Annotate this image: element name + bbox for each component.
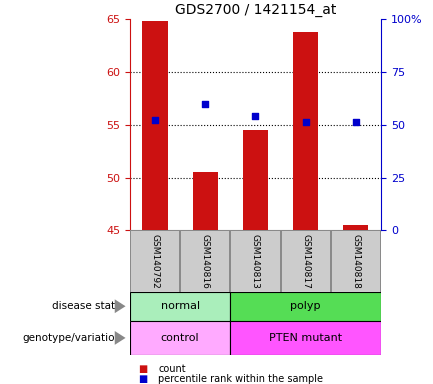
Text: GSM140817: GSM140817	[301, 234, 310, 288]
Point	[252, 113, 259, 119]
Bar	[230, 292, 381, 321]
Text: genotype/variation: genotype/variation	[22, 333, 121, 343]
Text: GSM140792: GSM140792	[151, 234, 159, 288]
Text: polyp: polyp	[291, 301, 321, 311]
Text: percentile rank within the sample: percentile rank within the sample	[158, 374, 323, 384]
Bar	[343, 225, 368, 230]
Bar	[130, 321, 230, 355]
Bar	[130, 230, 179, 292]
Bar	[142, 22, 168, 230]
Title: GDS2700 / 1421154_at: GDS2700 / 1421154_at	[175, 3, 336, 17]
Text: PTEN mutant: PTEN mutant	[269, 333, 342, 343]
Bar	[193, 172, 218, 230]
Point	[302, 119, 309, 125]
Bar	[331, 230, 380, 292]
Text: disease state: disease state	[52, 301, 121, 311]
Bar	[281, 230, 330, 292]
Text: count: count	[158, 364, 186, 374]
Text: normal: normal	[161, 301, 200, 311]
Text: GSM140818: GSM140818	[352, 234, 360, 288]
Point	[202, 101, 209, 107]
Bar	[130, 292, 230, 321]
Text: ■: ■	[139, 374, 148, 384]
Text: control: control	[161, 333, 200, 343]
Bar	[230, 230, 280, 292]
Point	[152, 116, 158, 122]
Bar	[180, 230, 229, 292]
Text: GSM140816: GSM140816	[201, 234, 210, 288]
Text: ■: ■	[139, 364, 148, 374]
Bar	[293, 32, 318, 230]
Text: GSM140813: GSM140813	[251, 234, 260, 288]
Bar	[230, 321, 381, 355]
Point	[352, 119, 359, 125]
Bar	[243, 130, 268, 230]
